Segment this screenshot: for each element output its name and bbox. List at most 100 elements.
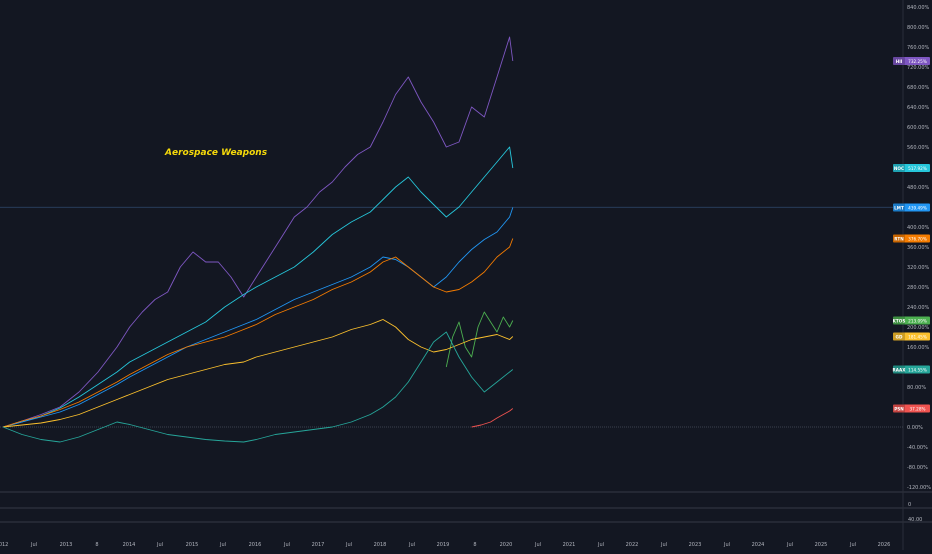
y-tick-label: -40.00% — [907, 445, 928, 451]
x-tick-label: Jul — [849, 542, 856, 548]
y-tick-label: 480.00% — [907, 185, 929, 191]
series-tag-value: 181.45% — [908, 334, 927, 339]
series-tag-value: 213.09% — [908, 318, 927, 323]
x-tick-label: 8 — [95, 542, 98, 548]
x-tick-label: 2021 — [563, 542, 576, 548]
x-tick-label: 2019 — [437, 542, 450, 548]
series-tag-name-bg — [893, 404, 905, 413]
x-tick-label: 2026 — [878, 542, 891, 548]
series-tag-value: 37.28% — [910, 406, 926, 411]
pane-tick-label: 40.00 — [908, 517, 922, 523]
y-tick-label: 360.00% — [907, 245, 929, 251]
x-tick-label: Jul — [408, 542, 415, 548]
y-tick-label: 600.00% — [907, 125, 929, 131]
series-tag-name: RTN — [894, 236, 904, 241]
x-tick-label: 2015 — [186, 542, 199, 548]
y-tick-label: 200.00% — [907, 325, 929, 331]
y-tick-label: 280.00% — [907, 285, 929, 291]
y-tick-label: -80.00% — [907, 465, 928, 471]
x-tick-label: Jul — [534, 542, 541, 548]
series-tag-psn: PSN 37.28% — [893, 404, 930, 413]
x-tick-label: 8 — [473, 542, 476, 548]
y-tick-label: 760.00% — [907, 45, 929, 51]
x-tick-label: 2022 — [626, 542, 639, 548]
x-tick-label: 2014 — [123, 542, 136, 548]
series-tag-raax: RAAX 114.55% — [893, 365, 930, 374]
x-tick-label: 2013 — [60, 542, 73, 548]
series-line-raax — [2, 331, 514, 443]
series-tag-noc: NOC 517.92% — [893, 164, 930, 172]
series-tag-name: KTOS — [893, 318, 906, 323]
y-tick-label: -120.00% — [907, 485, 931, 491]
series-tag-rtn: RTN 376.70% — [893, 234, 930, 243]
y-tick-label: 840.00% — [907, 5, 929, 11]
x-tick-label: Jul — [723, 542, 730, 548]
y-tick-label: 80.00% — [907, 385, 926, 391]
x-tick-label: 2025 — [815, 542, 828, 548]
series-tag-name-bg — [893, 332, 905, 341]
x-tick-label: Jul — [660, 542, 667, 548]
y-tick-label: 320.00% — [907, 265, 929, 271]
series-line-noc — [2, 146, 514, 428]
series-tag-value: 732.25% — [908, 59, 927, 64]
y-tick-label: 240.00% — [907, 305, 929, 311]
series-tag-name-bg — [893, 365, 905, 374]
y-tick-label: 160.00% — [907, 345, 929, 351]
series-tag-value: 439.49% — [908, 205, 927, 210]
y-tick-label: 0.00% — [907, 425, 923, 431]
x-tick-label: 2018 — [374, 542, 387, 548]
y-tick-label: 400.00% — [907, 225, 929, 231]
series-tag-bg — [893, 332, 930, 341]
pane-tick-label: 0 — [908, 502, 911, 508]
series-tag-bg — [893, 404, 930, 413]
series-tag-lmt: LMT 439.49% — [893, 203, 930, 212]
x-tick-label: Jul — [786, 542, 793, 548]
series-tag-hii: HII 732.25% — [893, 57, 930, 65]
series-tag-bg — [893, 164, 930, 172]
series-tag-name-bg — [893, 316, 905, 325]
series-tag-name: RAAX — [893, 367, 907, 372]
series-tag-name: NOC — [894, 166, 904, 171]
series-tag-name-bg — [893, 164, 905, 172]
series-tag-name-bg — [893, 234, 905, 243]
series-tag-value: 376.70% — [908, 236, 927, 241]
series-tag-name-bg — [893, 203, 905, 212]
x-tick-label: Jul — [30, 542, 37, 548]
x-tick-label: 2012 — [0, 542, 8, 548]
chart-annotation: Aerospace Weapons — [164, 148, 268, 158]
y-tick-label: 560.00% — [907, 145, 929, 151]
series-tag-name: HII — [896, 59, 903, 64]
y-tick-label: 720.00% — [907, 65, 929, 71]
x-tick-label: 2024 — [752, 542, 765, 548]
series-tag-bg — [893, 57, 930, 65]
series-line-gd — [2, 319, 514, 428]
series-tag-bg — [893, 316, 930, 325]
y-tick-label: 680.00% — [907, 85, 929, 91]
series-tag-bg — [893, 365, 930, 374]
x-tick-label: Jul — [345, 542, 352, 548]
x-tick-label: Jul — [597, 542, 604, 548]
series-line-lmt — [2, 207, 514, 428]
x-tick-label: Jul — [283, 542, 290, 548]
series-tag-name: GD — [896, 334, 903, 339]
y-tick-label: 800.00% — [907, 25, 929, 31]
series-tag-bg — [893, 234, 930, 243]
x-tick-label: 2016 — [249, 542, 262, 548]
x-tick-label: 2020 — [500, 542, 513, 548]
series-tag-name: PSN — [894, 406, 904, 411]
series-tag-gd: GD 181.45% — [893, 332, 930, 341]
series-line-ktos — [445, 311, 514, 368]
series-line-hii — [2, 36, 514, 428]
series-line-rtn — [2, 238, 514, 428]
y-tick-label: 640.00% — [907, 105, 929, 111]
x-tick-label: 2023 — [689, 542, 702, 548]
series-tag-name: LMT — [894, 205, 904, 210]
x-tick-label: Jul — [156, 542, 163, 548]
series-tag-value: 114.55% — [908, 367, 927, 372]
x-tick-label: Jul — [219, 542, 226, 548]
series-tag-value: 517.92% — [908, 166, 927, 171]
x-tick-label: 2017 — [312, 542, 325, 548]
